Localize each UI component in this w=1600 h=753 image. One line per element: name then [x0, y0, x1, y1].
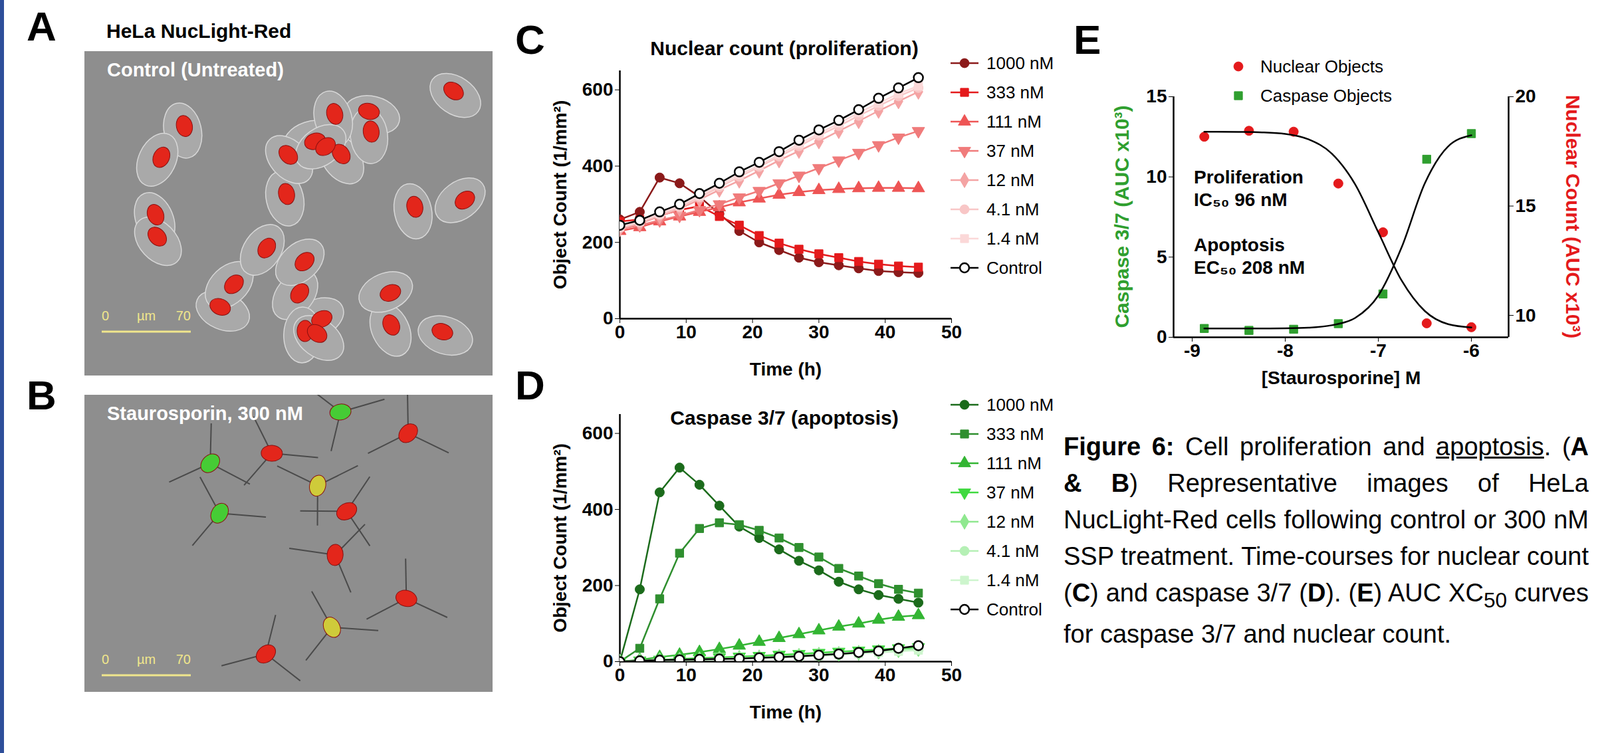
svg-text:10: 10 [676, 321, 697, 343]
html-text:C: C [515, 16, 545, 63]
svg-text:40: 40 [874, 664, 896, 686]
html-text:1000 nM: 1000 nM [986, 394, 1054, 415]
html-text:Control: Control [986, 599, 1043, 620]
svg-text:600: 600 [582, 79, 614, 100]
html-text:HeLa NucLight-Red: HeLa NucLight-Red [106, 19, 292, 42]
svg-text:µm: µm [136, 308, 156, 324]
html-text:E: E [1073, 16, 1102, 63]
svg-text:70: 70 [176, 308, 191, 324]
svg-text:0: 0 [602, 650, 614, 672]
html-text:D: D [515, 362, 545, 409]
html-text:1.4 nM: 1.4 nM [986, 570, 1040, 590]
svg-text:70: 70 [176, 652, 191, 667]
html-text:333 nM: 333 nM [986, 423, 1045, 444]
svg-text:10: 10 [1145, 166, 1167, 187]
svg-text:[Staurosporine] M: [Staurosporine] M [1261, 367, 1422, 389]
svg-text:0: 0 [101, 308, 110, 324]
html-text:1000 nM: 1000 nM [986, 52, 1054, 73]
html-text:Caspase Objects: Caspase Objects [1260, 85, 1392, 106]
html-text:Control: Control [986, 257, 1043, 278]
svg-text:0: 0 [614, 321, 626, 343]
html-text:4.1 nM: 4.1 nM [986, 199, 1040, 220]
html-text:IC₅₀ 96 nM: IC₅₀ 96 nM [1193, 189, 1288, 211]
svg-text:200: 200 [582, 574, 614, 596]
html-text:1.4 nM: 1.4 nM [986, 228, 1040, 249]
svg-text:50: 50 [941, 321, 962, 343]
html-text:EC₅₀ 208 nM: EC₅₀ 208 nM [1193, 257, 1305, 278]
svg-text:Object Count (1/mm²): Object Count (1/mm²) [549, 443, 571, 633]
svg-text:0: 0 [101, 652, 110, 667]
svg-text:30: 30 [808, 321, 829, 343]
html-text:Apoptosis: Apoptosis [1193, 234, 1285, 256]
svg-text:20: 20 [742, 664, 764, 686]
html-text:Nuclear Count (AUC x10³): Nuclear Count (AUC x10³) [1562, 94, 1585, 339]
svg-text:Control (Untreated): Control (Untreated) [107, 59, 284, 81]
svg-text:200: 200 [582, 231, 614, 253]
html-text:Caspase 3/7 (AUC x10³): Caspase 3/7 (AUC x10³) [1110, 105, 1133, 329]
svg-text:0: 0 [1156, 326, 1168, 347]
html-text:37 nM: 37 nM [986, 140, 1035, 161]
svg-text:30: 30 [808, 664, 829, 686]
svg-text:10: 10 [676, 664, 697, 686]
svg-text:40: 40 [874, 321, 896, 343]
html-text:111 nM: 111 nM [986, 453, 1042, 473]
svg-text:Object Count (1/mm²): Object Count (1/mm²) [549, 100, 571, 290]
html-text:4.1 nM: 4.1 nM [986, 540, 1040, 561]
svg-text:-9: -9 [1183, 340, 1201, 361]
html-text:B: B [26, 372, 57, 419]
svg-text:20: 20 [742, 321, 764, 343]
svg-text:Time (h): Time (h) [749, 358, 822, 380]
svg-text:400: 400 [582, 155, 614, 177]
html-text:12 nM: 12 nM [986, 169, 1035, 190]
html-text:Nuclear Objects: Nuclear Objects [1260, 56, 1384, 77]
svg-text:10: 10 [1515, 305, 1537, 326]
html-text:Caspase 3/7 (apoptosis): Caspase 3/7 (apoptosis) [670, 406, 899, 429]
svg-text:15: 15 [1515, 195, 1537, 217]
svg-text:400: 400 [582, 499, 614, 520]
svg-text:0: 0 [602, 307, 614, 329]
svg-text:-7: -7 [1370, 340, 1387, 361]
html-text:37 nM: 37 nM [986, 482, 1035, 503]
svg-text:Staurosporin, 300 nM: Staurosporin, 300 nM [107, 402, 304, 425]
svg-text:20: 20 [1515, 85, 1537, 107]
html-text:111 nM: 111 nM [986, 111, 1042, 132]
svg-text:-6: -6 [1463, 340, 1480, 361]
svg-text:5: 5 [1156, 246, 1168, 268]
svg-text:600: 600 [582, 422, 614, 444]
html-text:Nuclear count (proliferation): Nuclear count (proliferation) [650, 37, 919, 60]
svg-text:15: 15 [1145, 85, 1167, 107]
html-text:Proliferation: Proliferation [1193, 166, 1304, 188]
html-text:A: A [26, 3, 57, 50]
svg-text:-8: -8 [1276, 340, 1294, 361]
svg-text:0: 0 [614, 664, 626, 686]
svg-text:50: 50 [941, 664, 962, 686]
html-text:Figure 6: Cell proliferation a: Figure 6: Cell proliferation and apoptos… [1063, 432, 1589, 649]
svg-text:Time (h): Time (h) [749, 701, 822, 723]
html-text:333 nM: 333 nM [986, 82, 1045, 103]
html-text:12 nM: 12 nM [986, 511, 1035, 532]
svg-text:µm: µm [136, 652, 156, 667]
